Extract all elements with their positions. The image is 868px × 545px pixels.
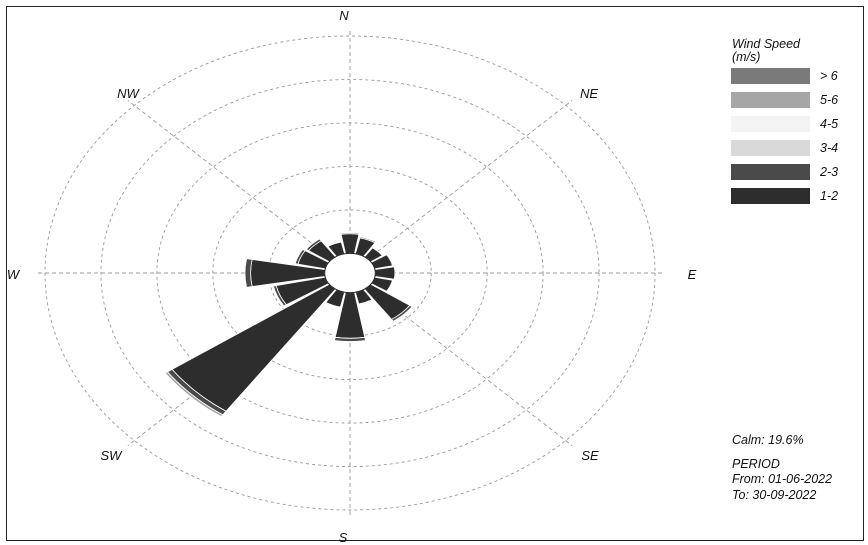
legend-swatch: [731, 164, 810, 180]
petal-225-5-6: [164, 371, 224, 418]
legend-label: 2-3: [820, 165, 839, 179]
petal-180-2-3: [333, 336, 367, 342]
legend-swatch: [731, 140, 810, 156]
period-from: From: 01-06-2022: [732, 472, 833, 486]
legend-item: 3-4: [731, 140, 851, 157]
legend-swatch: [731, 116, 810, 132]
legend-swatch: [731, 92, 810, 108]
petal-22.5-2-3: [359, 236, 377, 244]
legend-label: 1-2: [820, 189, 839, 203]
petal-270-2-3: [244, 258, 253, 288]
petal-90-1-2: [374, 266, 396, 280]
spoke-ne: [349, 100, 573, 274]
direction-labels: N NE E SE S SW W NW: [7, 8, 697, 545]
petal-292.5-2-3: [294, 249, 306, 265]
legend-title: Wind Speed (m/s): [732, 37, 800, 64]
legend-item: 1-2: [731, 188, 851, 205]
period-label: PERIOD: [732, 457, 780, 471]
petal-247.5-2-3: [272, 285, 287, 307]
wind-rose-petals: [164, 232, 413, 418]
direction-label-nw: NW: [117, 86, 140, 101]
calm-circle: [324, 252, 376, 294]
direction-label-ne: NE: [580, 86, 598, 101]
grid-ring-4: [100, 79, 600, 467]
legend-label: 5-6: [820, 93, 839, 107]
direction-label-s: S: [339, 530, 348, 545]
direction-label-e: E: [688, 267, 697, 282]
direction-label-se: SE: [581, 448, 599, 463]
legend-item: 2-3: [731, 164, 851, 181]
direction-label-w: W: [7, 267, 21, 282]
spoke-nw: [127, 100, 351, 274]
legend-swatch: [731, 188, 810, 204]
petal-315-2-3: [305, 238, 322, 252]
spoke-se: [349, 272, 573, 446]
calm-text: Calm: 19.6%: [732, 433, 804, 447]
legend-item: > 6: [731, 68, 851, 85]
petal-135-2-3: [391, 304, 413, 322]
direction-label-sw: SW: [101, 448, 124, 463]
legend-label: > 6: [820, 69, 838, 83]
grid-ring-1: [268, 209, 432, 337]
legend-item: 5-6: [731, 92, 851, 109]
legend-swatch: [731, 68, 810, 84]
legend-label: 4-5: [820, 117, 839, 131]
period-to: To: 30-09-2022: [732, 488, 817, 502]
legend-item: 4-5: [731, 116, 851, 133]
direction-label-n: N: [339, 8, 349, 23]
petal-0-2-3: [340, 232, 360, 235]
legend-label: 3-4: [820, 141, 839, 155]
